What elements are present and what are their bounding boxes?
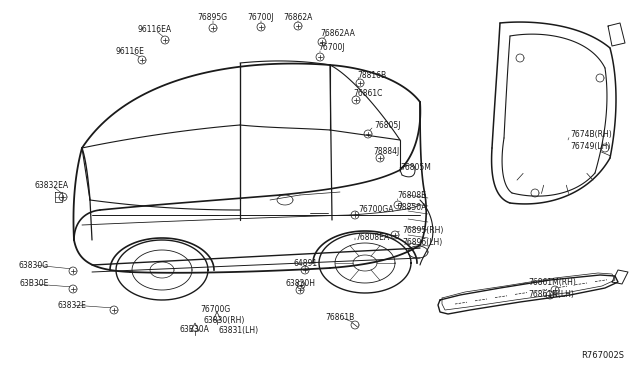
Text: 63832EA: 63832EA	[35, 182, 69, 190]
Text: R767002S: R767002S	[581, 352, 624, 360]
Text: 76808EA: 76808EA	[355, 234, 389, 243]
Text: 78816B: 78816B	[357, 71, 386, 80]
Text: 76805M: 76805M	[400, 164, 431, 173]
Text: 63B30E: 63B30E	[19, 279, 49, 289]
Text: 76700G: 76700G	[200, 305, 230, 314]
Text: 96116E: 96116E	[116, 48, 145, 57]
Text: 76861B: 76861B	[325, 312, 355, 321]
Text: 63B30A: 63B30A	[179, 326, 209, 334]
Text: 78850A: 78850A	[397, 203, 426, 212]
Text: 76700J: 76700J	[248, 13, 275, 22]
Text: 76862A: 76862A	[284, 13, 313, 22]
Text: 63831(LH): 63831(LH)	[219, 326, 259, 334]
Polygon shape	[213, 312, 221, 320]
Text: 63830(RH): 63830(RH)	[204, 315, 244, 324]
Text: 76700J: 76700J	[318, 44, 344, 52]
Text: 76861N(LH): 76861N(LH)	[528, 289, 574, 298]
Text: 63830G: 63830G	[19, 260, 49, 269]
Text: 76895G: 76895G	[197, 13, 227, 22]
Polygon shape	[191, 323, 199, 331]
Text: 76895(RH): 76895(RH)	[402, 225, 444, 234]
Text: 76896(LH): 76896(LH)	[402, 237, 442, 247]
Text: 76861C: 76861C	[353, 90, 382, 99]
Text: 76861M(RH): 76861M(RH)	[528, 278, 576, 286]
Text: 63832E: 63832E	[58, 301, 86, 310]
Text: 64891: 64891	[294, 259, 318, 267]
Text: 76805J: 76805J	[374, 122, 401, 131]
Text: 63830H: 63830H	[285, 279, 315, 288]
Text: 76862AA: 76862AA	[320, 29, 355, 38]
Text: 76700GA: 76700GA	[358, 205, 394, 214]
Text: 76808E: 76808E	[397, 192, 426, 201]
Text: 76749(LH): 76749(LH)	[570, 142, 611, 151]
Text: 7674B(RH): 7674B(RH)	[570, 131, 612, 140]
Text: 96116EA: 96116EA	[138, 26, 172, 35]
Text: 78884J: 78884J	[373, 148, 399, 157]
